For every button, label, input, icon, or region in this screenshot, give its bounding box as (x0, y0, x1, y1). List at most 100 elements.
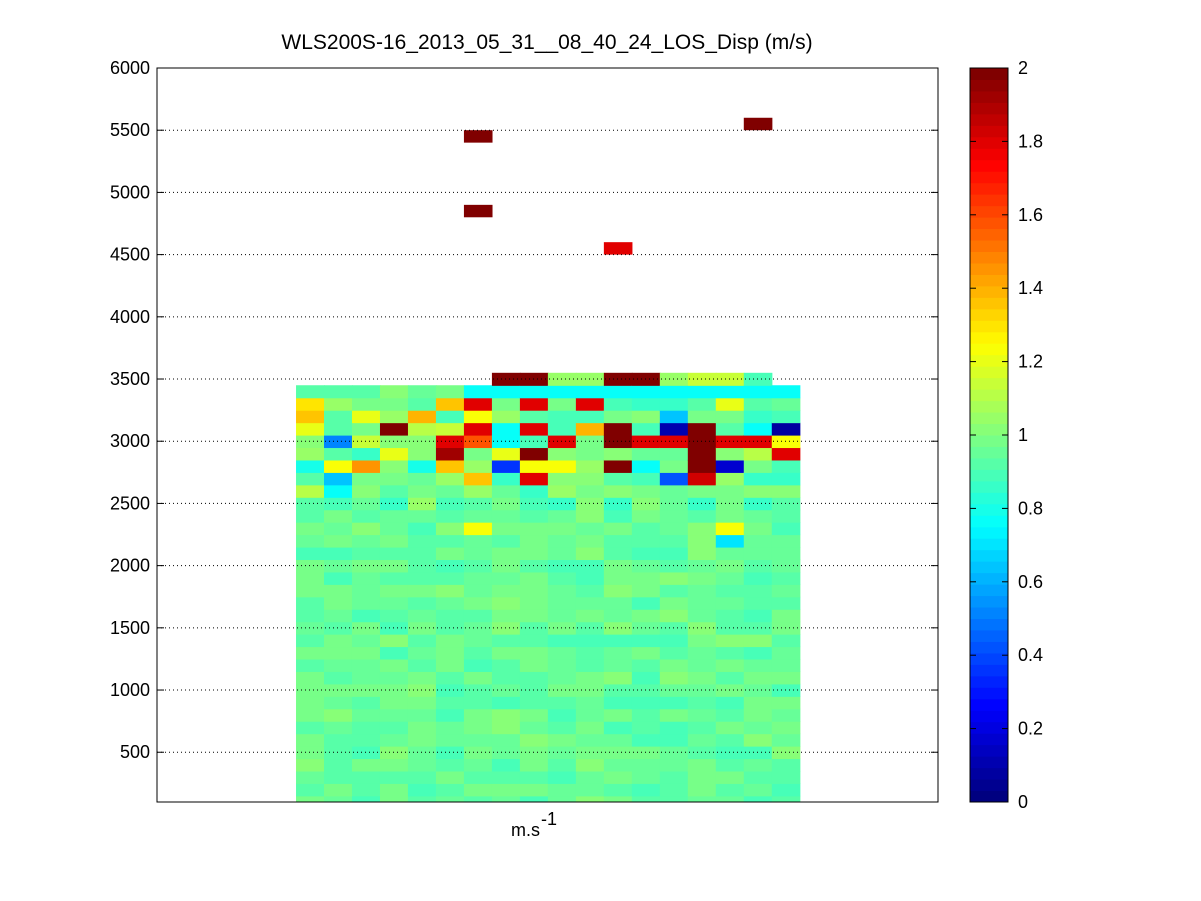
heatmap-cell (407, 584, 437, 598)
heatmap-cell (575, 783, 605, 797)
heatmap-cell (296, 795, 325, 802)
heatmap-cell (547, 746, 577, 760)
heatmap-cell (463, 696, 493, 710)
heatmap-cell (463, 658, 493, 672)
heatmap-cell (687, 671, 717, 685)
heatmap-cell (324, 397, 353, 411)
heatmap-cell (491, 497, 521, 511)
heatmap-cell (659, 435, 689, 449)
heatmap-cell (407, 459, 437, 473)
heatmap-cell (463, 571, 493, 585)
heatmap-cell (771, 397, 801, 411)
heatmap-cell (743, 372, 773, 386)
heatmap-cell (296, 459, 325, 473)
heatmap-cell (435, 385, 465, 399)
heatmap-cell (603, 447, 633, 461)
heatmap-cell (575, 422, 605, 436)
heatmap-cell (687, 509, 717, 523)
heatmap-cell (715, 509, 745, 523)
heatmap-cell (547, 733, 577, 747)
heatmap-cell (659, 571, 689, 585)
heatmap-cell (631, 634, 661, 648)
heatmap-cell (351, 683, 381, 697)
x-axis-label-superscript: -1 (541, 809, 557, 829)
heatmap-cell (324, 546, 353, 561)
heatmap-cell (407, 671, 437, 685)
heatmap-cell (743, 733, 773, 747)
heatmap-cell (771, 795, 801, 802)
heatmap-cell (687, 584, 717, 598)
heatmap-cell (296, 758, 325, 772)
heatmap-cell (743, 758, 773, 772)
heatmap-cell (519, 484, 549, 498)
y-tick-label: 3000 (110, 431, 150, 451)
heatmap-cell (743, 559, 773, 573)
heatmap-cell (296, 484, 325, 498)
heatmap-cell (771, 609, 801, 623)
heatmap-cell (435, 758, 465, 772)
heatmap-cell (771, 783, 801, 797)
heatmap-cell (547, 422, 577, 436)
heatmap-cell (519, 708, 549, 722)
heatmap-cell (324, 795, 353, 802)
heatmap-cell (631, 609, 661, 623)
heatmap-cell (771, 584, 801, 598)
heatmap-cell (491, 783, 521, 797)
heatmap-cell (324, 609, 353, 623)
heatmap-cell (547, 410, 577, 424)
heatmap-cell (659, 746, 689, 760)
heatmap-cell (687, 472, 717, 486)
heatmap-cell (547, 497, 577, 511)
heatmap-cell (603, 721, 633, 735)
heatmap-cell (463, 509, 493, 523)
colorbar-band (970, 354, 1008, 367)
heatmap-cell (575, 522, 605, 536)
heatmap-cell (631, 447, 661, 461)
heatmap-cell (351, 522, 381, 536)
heatmap-cell (603, 522, 633, 536)
heatmap-cell (407, 497, 437, 511)
colorbar-band (970, 629, 1008, 642)
heatmap-cell (603, 459, 633, 473)
heatmap-cell (687, 435, 717, 449)
heatmap-cell (351, 658, 381, 672)
colorbar-band (970, 607, 1008, 619)
heatmap-cell (687, 385, 717, 399)
heatmap-cell (351, 733, 381, 747)
heatmap-cell (631, 758, 661, 772)
heatmap-cell (351, 509, 381, 523)
heatmap-cell (351, 472, 381, 486)
heatmap-cell (603, 609, 633, 623)
heatmap-cell (575, 571, 605, 585)
heatmap-cell (771, 559, 801, 573)
colorbar-band (970, 125, 1008, 138)
heatmap-cell (575, 770, 605, 784)
heatmap-cell (743, 596, 773, 610)
heatmap-cell (463, 783, 493, 797)
colorbar (970, 68, 1008, 803)
heatmap-cell (491, 534, 521, 548)
heatmap-cell (743, 447, 773, 461)
heatmap-cell (296, 397, 325, 411)
heatmap-cell (351, 634, 381, 648)
colorbar-band (970, 79, 1008, 92)
heatmap-cell (771, 435, 801, 449)
heatmap-cell (491, 584, 521, 598)
heatmap-cell (351, 385, 381, 399)
heatmap-cell (603, 497, 633, 511)
heatmap-cell (631, 522, 661, 536)
heatmap-cell (771, 708, 801, 722)
heatmap-cell (603, 422, 633, 436)
heatmap-cell (715, 646, 745, 660)
colorbar-band (970, 148, 1008, 161)
heatmap-cell (715, 472, 745, 486)
heatmap-cell (743, 646, 773, 660)
heatmap-cell (407, 596, 437, 610)
heatmap-cell (351, 696, 381, 710)
heatmap-cell (631, 783, 661, 797)
heatmap-cell (351, 671, 381, 685)
heatmap-cell (435, 447, 465, 461)
heatmap-cell (296, 721, 325, 735)
heatmap-cell (379, 746, 409, 760)
